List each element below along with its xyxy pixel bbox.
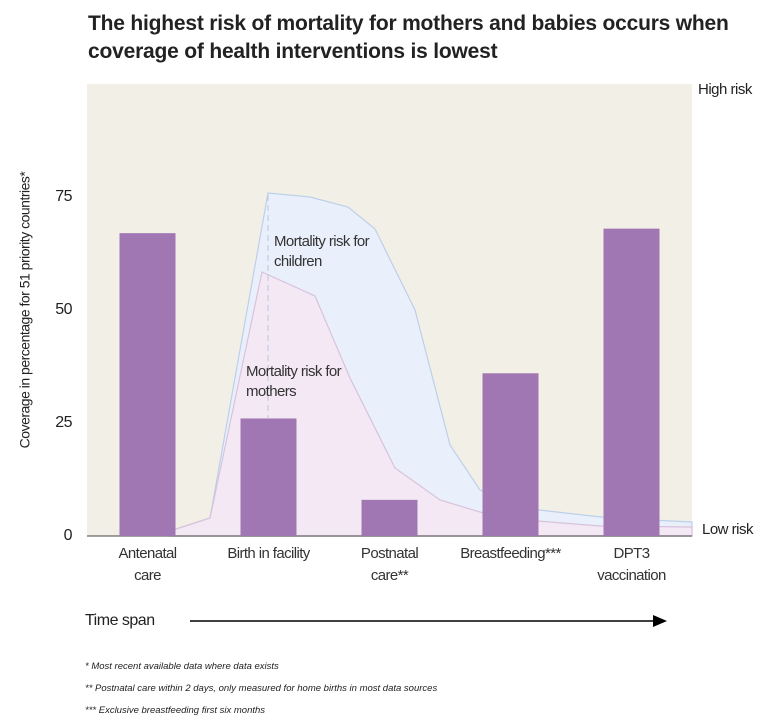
x-tick-label: Antenatal care: [118, 545, 178, 584]
y-tick-label: 0: [64, 527, 73, 544]
mothers-label: Mortality risk for mothers: [246, 363, 342, 400]
bar: [603, 228, 660, 536]
bar: [119, 233, 176, 536]
footnote: *** Exclusive breastfeeding first six mo…: [85, 705, 266, 716]
y-axis-label: Coverage in percentage for 51 priority c…: [17, 171, 33, 449]
high-risk-label: High risk: [698, 81, 753, 98]
y-tick-label: 50: [55, 301, 72, 318]
x-axis-label: Time span: [85, 612, 155, 629]
bar: [240, 418, 297, 536]
y-tick-label: 75: [55, 188, 72, 205]
x-tick-label: DPT3 vaccination: [597, 545, 666, 584]
x-tick-label: Breastfeeding***: [460, 545, 561, 562]
y-tick-label: 25: [55, 414, 72, 431]
children-label: Mortality risk for children: [274, 233, 370, 270]
footnote: ** Postnatal care within 2 days, only me…: [85, 683, 438, 694]
bar: [482, 373, 539, 536]
x-tick-label: Birth in facility: [227, 545, 310, 562]
footnotes: * Most recent available data where data …: [85, 656, 437, 720]
bar: [361, 499, 418, 536]
chart-title: The highest risk of mortality for mother…: [88, 12, 729, 63]
low-risk-label: Low risk: [702, 521, 754, 538]
time-arrowhead: [653, 615, 667, 627]
footnote: * Most recent available data where data …: [85, 661, 279, 672]
x-tick-label: Postnatal care**: [360, 545, 419, 584]
